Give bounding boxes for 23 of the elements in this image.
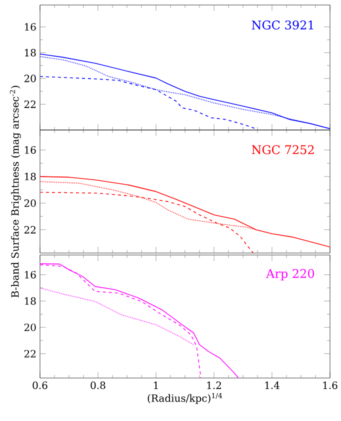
y-tick-label: 20 bbox=[24, 199, 36, 207]
y-tick-label: 18 bbox=[24, 297, 36, 305]
x-tick-label: 1.2 bbox=[207, 382, 221, 390]
text: NGC 3921 bbox=[252, 20, 314, 30]
x-tick-label: 1.6 bbox=[323, 382, 338, 390]
y-tick-label: 20 bbox=[24, 324, 36, 332]
x-axis-title: (Radius/kpc)$^{1/4}$ bbox=[148, 392, 222, 404]
x-tick-label: 1 bbox=[154, 382, 158, 389]
y-tick-label: 22 bbox=[24, 350, 36, 358]
x-tick-label: 0.6 bbox=[32, 382, 48, 390]
y-tick-label: 18 bbox=[24, 48, 36, 56]
y-tick-label: 16 bbox=[24, 270, 36, 279]
y-tick-label: 20 bbox=[24, 74, 36, 82]
y-tick-label: 16 bbox=[24, 146, 36, 154]
y-tick-label: 22 bbox=[24, 100, 36, 108]
text: Arp 220 bbox=[266, 268, 314, 280]
x-tick-label: 1.4 bbox=[265, 382, 280, 390]
y-tick-label: 22 bbox=[24, 226, 36, 234]
y-tick-label: 18 bbox=[24, 172, 36, 180]
y-tick-label: 16 bbox=[24, 23, 36, 31]
text: NGC 7252 bbox=[252, 145, 314, 154]
x-tick-label: 0.8 bbox=[90, 382, 106, 390]
y-axis-title: B-band Surface Brightness (mag arcsec$^{-2}$) bbox=[10, 86, 21, 298]
